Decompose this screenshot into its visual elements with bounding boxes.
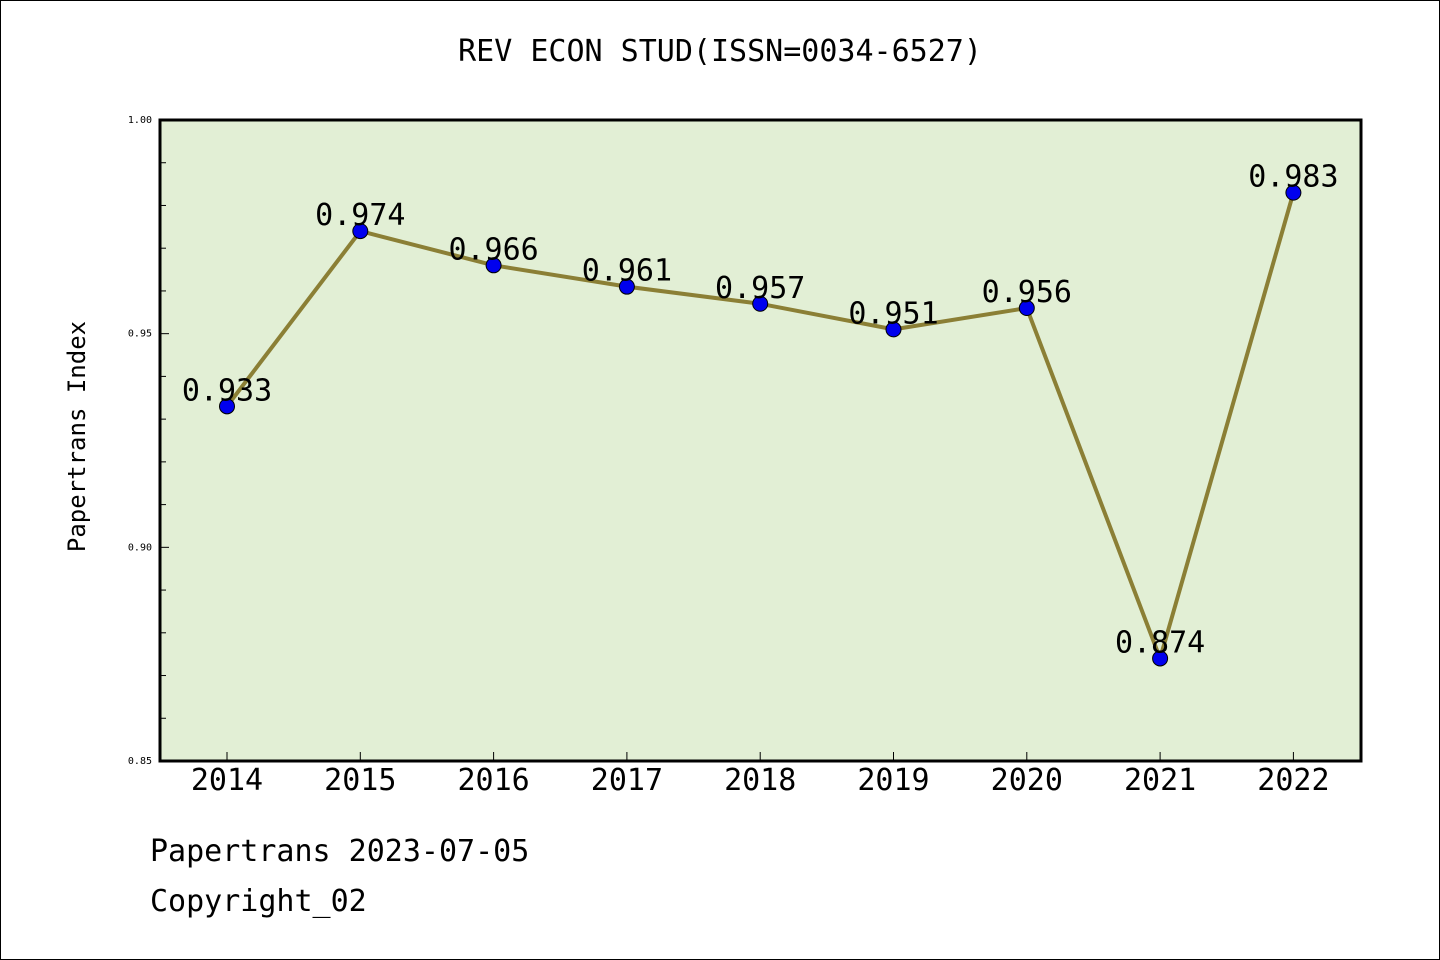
data-label: 0.956 [982,275,1072,310]
data-point [352,223,369,240]
plot-border [158,118,1363,763]
y-tick-label: 1.00 [128,115,152,126]
data-point [752,295,769,312]
footer-copyright: Copyright_02 [150,884,367,919]
data-label: 0.933 [182,373,272,408]
data-label: 0.951 [848,296,938,331]
x-tick-label: 2019 [857,763,929,798]
data-label: 0.961 [582,254,672,289]
data-point [618,278,635,295]
data-point [485,257,502,274]
data-label: 0.983 [1248,160,1338,195]
x-tick-label: 2015 [324,763,396,798]
y-tick-label: 0.90 [128,542,152,553]
chart-title: REV ECON STUD(ISSN=0034-6527) [458,34,982,69]
data-label: 0.957 [715,271,805,306]
y-tick-label: 0.85 [128,756,152,767]
x-tick-label: 2016 [457,763,529,798]
footer-date: Papertrans 2023-07-05 [150,834,530,869]
y-axis-label: Papertrans Index [63,321,91,552]
x-tick-label: 2014 [191,763,263,798]
data-point [885,321,902,338]
data-point [1152,650,1169,667]
data-label: 0.874 [1115,625,1205,660]
x-tick-label: 2017 [591,763,663,798]
data-label: 0.974 [315,198,405,233]
x-tick-label: 2021 [1124,763,1196,798]
data-point [1285,184,1302,201]
data-point [1018,300,1035,317]
data-label: 0.966 [448,232,538,267]
data-point [219,398,235,415]
x-tick-label: 2020 [991,763,1063,798]
y-tick-label: 0.95 [128,329,152,340]
x-tick-label: 2022 [1257,763,1329,798]
x-tick-label: 2018 [724,763,796,798]
